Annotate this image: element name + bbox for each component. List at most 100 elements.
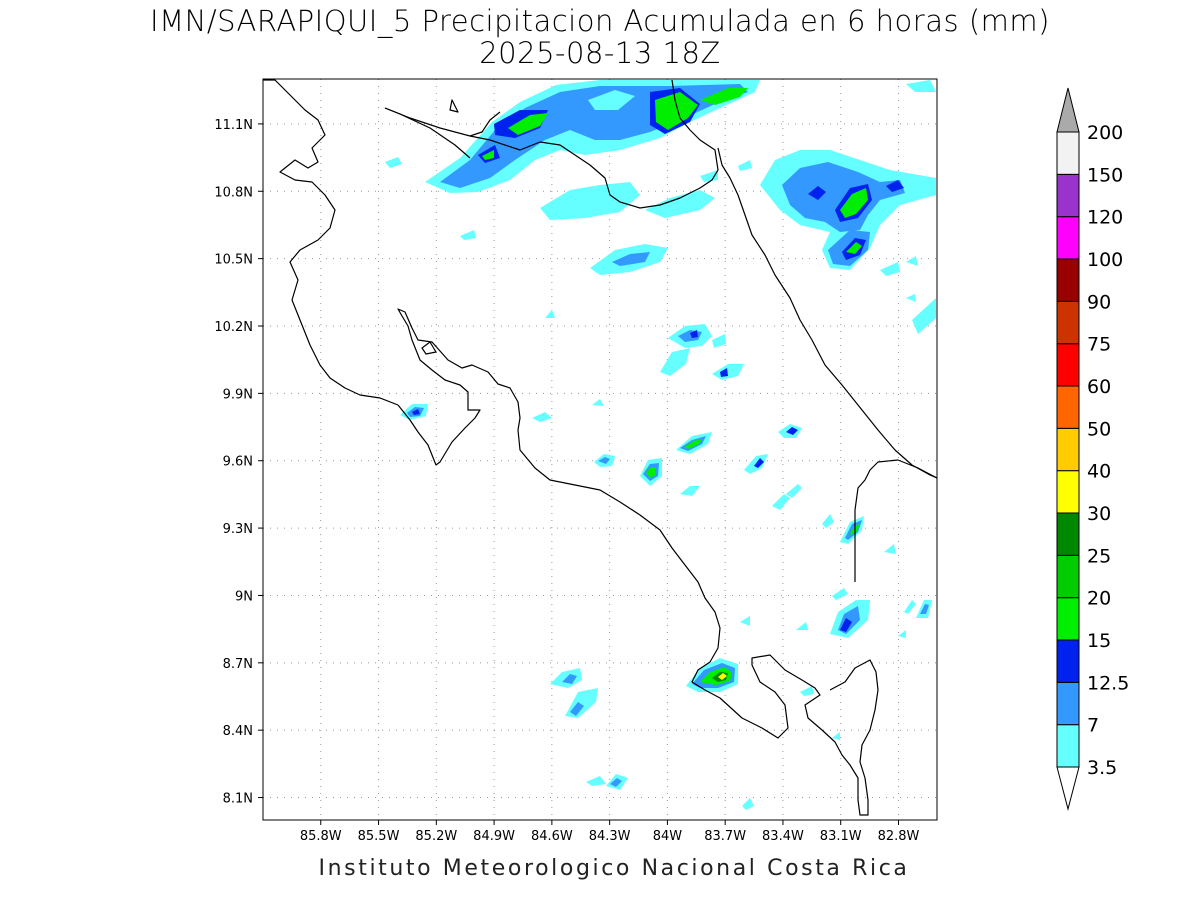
colorbar-segment xyxy=(1056,554,1080,599)
colorbar-segment xyxy=(1056,427,1080,472)
latitude-tick-label: 8.4N xyxy=(223,724,253,739)
precip-area-3.5 xyxy=(906,294,916,302)
island xyxy=(421,341,437,355)
precip-area-3.5 xyxy=(884,544,896,554)
precip-area-12.5 xyxy=(840,618,852,632)
colorbar-segment xyxy=(1056,131,1080,175)
longitude-tick-label: 84W xyxy=(653,829,683,844)
precip-area-3.5 xyxy=(912,298,936,334)
caribbean-coast xyxy=(717,147,937,479)
footer-credit: Instituto Meteorologico Nacional Costa R… xyxy=(318,856,910,881)
latitude-tick-label: 8.1N xyxy=(223,792,253,807)
latitude-tick-label: 9.6N xyxy=(223,455,253,470)
latitude-tick-label: 9N xyxy=(235,589,253,604)
precip-area-3.5 xyxy=(742,798,754,810)
precip-area-3.5 xyxy=(740,616,750,626)
latitude-tick-label: 10.8N xyxy=(214,185,253,200)
precip-area-3.5 xyxy=(385,157,402,168)
precip-area-12.5 xyxy=(808,186,826,200)
precip-area-3.5 xyxy=(460,230,476,240)
longitude-tick-label: 82.8W xyxy=(878,829,920,844)
longitude-tick-labels: 85.8W 85.5W 85.2W 84.9W 84.6W 84.3W 84W 83.7W 83… xyxy=(300,829,920,844)
colorbar-label: 25 xyxy=(1087,545,1111,567)
costa-rica-panama-border xyxy=(854,459,937,582)
precip-area-12.5 xyxy=(754,458,764,468)
precip-area-3.5 xyxy=(906,256,918,266)
colorbar-label: 100 xyxy=(1087,249,1123,271)
precip-area-3.5 xyxy=(588,90,635,110)
precip-area-7 xyxy=(570,702,584,716)
map-valid-time: 2025-08-13 18Z xyxy=(479,36,721,70)
precip-area-12.5 xyxy=(720,368,728,377)
colorbar-label: 40 xyxy=(1087,461,1111,483)
colorbar: 3.5 7 12.5 15 20 25 30 40 50 60 75 90 100 120 150 200 xyxy=(1056,87,1129,811)
island xyxy=(449,99,459,113)
colorbar-label: 120 xyxy=(1087,207,1123,229)
precip-area-12.5 xyxy=(886,180,904,192)
longitude-tick-label: 84.9W xyxy=(473,829,515,844)
colorbar-segment xyxy=(1056,639,1080,683)
map-frame xyxy=(262,78,938,821)
longitude-tick-label: 85.8W xyxy=(300,829,342,844)
precip-area-3.5 xyxy=(796,622,808,630)
precip-area-3.5 xyxy=(832,732,840,740)
longitude-tick-label: 85.2W xyxy=(415,829,457,844)
precip-area-7 xyxy=(562,674,577,684)
precip-area-3.5 xyxy=(898,630,906,638)
colorbar-min-triangle xyxy=(1056,766,1080,811)
precipitation-shading xyxy=(385,80,936,810)
precip-area-15 xyxy=(840,188,868,218)
colorbar-segment xyxy=(1056,343,1080,387)
precip-area-15 xyxy=(846,242,862,254)
latitude-tick-label: 8.7N xyxy=(223,657,253,672)
colorbar-label: 12.5 xyxy=(1087,672,1129,694)
colorbar-label: 3.5 xyxy=(1087,757,1117,779)
precip-area-3.5 xyxy=(565,688,598,718)
nicaragua-costa-rica-border xyxy=(384,79,719,209)
colorbar-segment xyxy=(1056,385,1080,429)
precip-area-40 xyxy=(718,673,727,680)
latitude-tick-labels: 11.1N 10.8N 10.5N 10.2N 9.9N 9.6N 9.3N 9N 8.7N 8.… xyxy=(214,118,253,807)
colorbar-label: 7 xyxy=(1087,715,1099,737)
precip-area-7 xyxy=(782,162,905,232)
colorbar-segment xyxy=(1056,724,1080,768)
latitude-tick-label: 9.9N xyxy=(223,387,253,402)
longitude-tick-label: 83.1W xyxy=(820,829,862,844)
precip-area-7 xyxy=(920,604,929,614)
colorbar-label: 15 xyxy=(1087,630,1111,652)
longitude-tick-label: 83.4W xyxy=(762,829,804,844)
precip-area-3.5 xyxy=(772,494,790,510)
precip-area-15 xyxy=(684,439,702,449)
colorbar-label: 90 xyxy=(1087,291,1111,313)
colorbar-label: 20 xyxy=(1087,588,1111,610)
costa-rica-pacific-coast xyxy=(397,308,879,816)
precip-area-3.5 xyxy=(906,80,936,92)
precip-area-3.5 xyxy=(532,412,552,422)
colorbar-segment xyxy=(1056,512,1080,556)
precip-area-3.5 xyxy=(645,190,715,218)
latitude-tick-label: 9.3N xyxy=(223,522,253,537)
precip-area-12.5 xyxy=(786,427,798,435)
longitude-tick-label: 84.6W xyxy=(531,829,573,844)
colorbar-label: 200 xyxy=(1087,122,1123,144)
precip-area-15 xyxy=(700,88,748,105)
precip-area-3.5 xyxy=(800,686,814,696)
precip-area-7 xyxy=(612,252,650,266)
precip-area-3.5 xyxy=(586,776,606,786)
precip-area-3.5 xyxy=(712,334,726,348)
colorbar-segment xyxy=(1056,216,1080,260)
colorbar-segment xyxy=(1056,173,1080,218)
precip-area-15 xyxy=(655,92,698,130)
colorbar-label: 150 xyxy=(1087,164,1123,186)
colorbar-label: 50 xyxy=(1087,418,1111,440)
latitude-tick-label: 11.1N xyxy=(214,118,253,133)
colorbar-segment xyxy=(1056,258,1080,302)
coastlines-and-borders xyxy=(263,79,937,816)
precip-area-3.5 xyxy=(738,160,752,171)
precip-area-12.5 xyxy=(690,330,698,338)
precip-area-3.5 xyxy=(832,588,848,600)
precip-area-3.5 xyxy=(904,600,916,614)
latitude-tick-label: 10.2N xyxy=(214,320,253,335)
precip-area-15 xyxy=(482,150,494,160)
